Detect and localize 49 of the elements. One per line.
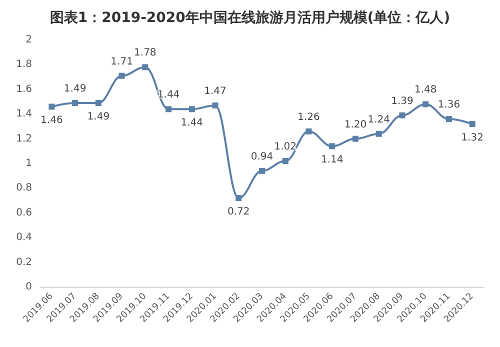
data-label: 1.14 xyxy=(320,154,344,166)
point xyxy=(376,130,382,137)
data-label: 1.26 xyxy=(298,112,320,123)
data-label: 1.78 xyxy=(134,48,156,59)
point xyxy=(399,112,406,118)
point xyxy=(95,100,102,106)
point xyxy=(469,120,476,127)
y-tick-label: 0.2 xyxy=(16,256,32,268)
data-label: 1.46 xyxy=(40,115,63,126)
data-label: 0.72 xyxy=(228,206,250,218)
data-label: 1.02 xyxy=(274,142,296,153)
data-label: 1.49 xyxy=(64,83,86,94)
data-label: 1.47 xyxy=(204,86,226,97)
y-tick-label: 0.6 xyxy=(16,207,32,218)
data-label: 1.71 xyxy=(110,56,133,68)
data-label: 1.39 xyxy=(391,96,414,107)
point xyxy=(166,106,172,112)
y-tick-label: 0 xyxy=(26,282,32,292)
point xyxy=(142,64,148,70)
data-label: 1.32 xyxy=(461,132,484,144)
point xyxy=(188,106,195,112)
point xyxy=(259,168,265,174)
point xyxy=(446,116,452,122)
y-tick-label: 2 xyxy=(26,34,32,46)
point xyxy=(282,158,288,164)
y-tick-label: 1 xyxy=(26,158,32,169)
y-tick-label: 1.2 xyxy=(16,133,32,144)
y-tick-label: 0.4 xyxy=(16,232,32,244)
data-label: 1.20 xyxy=(344,119,367,130)
data-label: 1.48 xyxy=(414,84,437,96)
data-label: 1.44 xyxy=(180,118,204,129)
y-tick-label: 1.4 xyxy=(16,108,32,120)
y-tick-label: 0.8 xyxy=(16,182,32,194)
point xyxy=(352,136,358,142)
chart-title: 图表1：2019-2020年中国在线旅游月活用户规模(单位：亿人) xyxy=(50,9,450,26)
data-label: 0.94 xyxy=(250,151,274,162)
point xyxy=(118,72,125,79)
point xyxy=(236,195,242,202)
point xyxy=(422,101,429,108)
point xyxy=(48,104,55,110)
point xyxy=(72,100,78,106)
point xyxy=(212,102,218,108)
data-label: 1.49 xyxy=(87,111,110,122)
point xyxy=(306,128,312,134)
data-label: 1.36 xyxy=(438,100,460,111)
data-label: 1.24 xyxy=(368,114,390,126)
point xyxy=(329,143,336,150)
y-tick-label: 1.6 xyxy=(16,84,32,95)
y-tick-label: 1.8 xyxy=(16,59,32,70)
